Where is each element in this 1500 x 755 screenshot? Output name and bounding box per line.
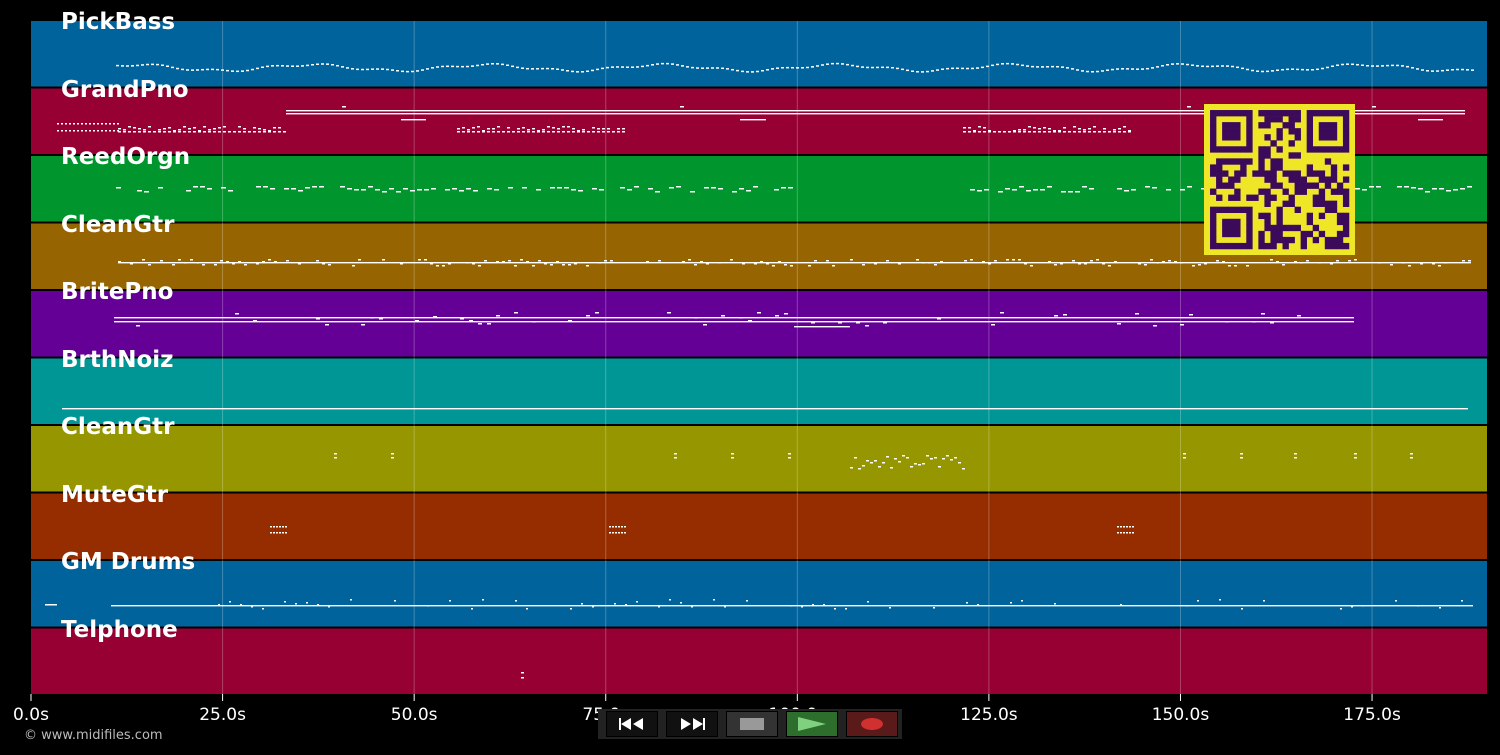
track-label: BrthNoiz [61,346,174,373]
stop-icon [739,716,765,732]
record-icon [859,716,885,732]
tick-label: 150.0s [1151,705,1210,725]
track-lane [31,21,1487,87]
fast-forward-button[interactable] [666,711,718,737]
qr-modules [1210,110,1350,250]
fast-forward-icon [677,716,707,732]
note-marks [45,62,1474,679]
qr-code-icon[interactable] [1204,104,1355,255]
track-label: GrandPno [61,76,189,103]
tick-label: 125.0s [960,705,1018,725]
transport-controls [598,709,902,739]
track-label: GM Drums [61,549,196,575]
record-button[interactable] [846,711,898,737]
track-lane [31,426,1487,492]
rewind-icon [617,716,647,732]
track-lane [31,358,1487,424]
track-lane [31,561,1487,627]
play-icon [797,716,827,732]
track-label: MuteGtr [61,481,169,508]
rewind-button[interactable] [606,711,658,737]
track-lane [31,493,1487,559]
tick-label: 175.0s [1343,705,1401,725]
tick-label: 50.0s [390,705,438,725]
tick-label: 25.0s [199,705,246,725]
tick-label: 0.0s [13,705,49,725]
track-label: CleanGtr [61,211,175,238]
track-label: PickBass [61,9,176,35]
track-lane [31,628,1487,694]
play-button[interactable] [786,711,838,737]
track-label: Telphone [61,616,178,643]
stop-button[interactable] [726,711,778,737]
track-label: CleanGtr [61,414,175,440]
track-label: ReedOrgn [61,144,191,170]
track-label: BritePno [61,279,174,305]
track-lane [31,291,1487,357]
copyright-text: © www.midifiles.com [24,728,163,743]
